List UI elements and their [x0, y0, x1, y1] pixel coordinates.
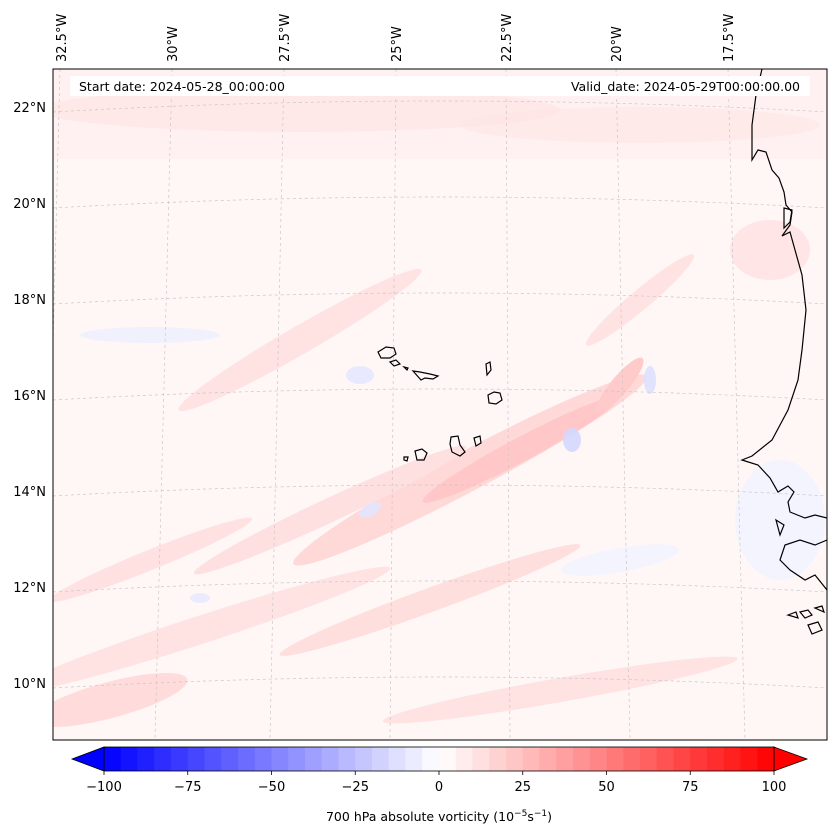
colorbar-segment — [238, 747, 256, 771]
colorbar-segment — [254, 747, 272, 771]
colorbar-segment — [388, 747, 406, 771]
colorbar-segment — [623, 747, 641, 771]
colorbar-segment — [204, 747, 222, 771]
colorbar-tick-label: −25 — [342, 780, 369, 795]
colorbar-segment — [338, 747, 356, 771]
colorbar-segment — [522, 747, 540, 771]
colorbar-segment — [723, 747, 741, 771]
map-panel: Start date: 2024-05-28_00:00:00 Valid_da… — [52, 68, 828, 741]
africa-coastline — [740, 69, 827, 519]
lon-label-25w: 25°W — [390, 26, 405, 62]
africa-coastline-south — [779, 539, 827, 591]
colorbar-segment — [154, 747, 172, 771]
colorbar-label: 700 hPa absolute vorticity (10−5s−1) — [326, 809, 552, 824]
colorbar-segment — [640, 747, 658, 771]
colorbar-segment — [439, 747, 457, 771]
colorbar-segment — [656, 747, 674, 771]
colorbar-segment — [707, 747, 725, 771]
island-boa-vista — [487, 391, 503, 405]
colorbar-segment — [171, 747, 189, 771]
colorbar-segment — [372, 747, 390, 771]
colorbar-segment — [673, 747, 691, 771]
colorbar-segment — [489, 747, 507, 771]
island-santiago — [449, 435, 466, 457]
colorbar-segments — [104, 747, 775, 771]
island-sao-nicolau — [411, 370, 440, 381]
island-fogo — [414, 448, 428, 461]
colorbar-max-extend — [773, 746, 809, 772]
lon-label-17-5w: 17.5°W — [722, 14, 737, 62]
colorbar-segment — [690, 747, 708, 771]
colorbar-ticks: −100 −75 −50 −25 0 25 50 75 100 — [86, 771, 786, 795]
colorbar-tick-label: 100 — [762, 780, 787, 795]
lat-label-14n: 14°N — [13, 485, 46, 500]
longitude-labels: 32.5°W 30°W 27.5°W 25°W 22.5°W 20°W 17.5… — [55, 14, 737, 62]
colorbar-segment — [455, 747, 473, 771]
map-frame — [52, 68, 828, 741]
lat-label-16n: 16°N — [13, 389, 46, 404]
colorbar-segment — [472, 747, 490, 771]
colorbar-segment — [221, 747, 239, 771]
colorbar-tick-label: −75 — [174, 780, 201, 795]
colorbar-segment — [556, 747, 574, 771]
colorbar-segment — [589, 747, 607, 771]
island-santo-antao — [377, 346, 397, 359]
colorbar: −100 −75 −50 −25 0 25 50 75 100 700 hPa absolute… — [70, 746, 809, 824]
start-date-text: Start date: 2024-05-28_00:00:00 — [79, 79, 285, 94]
colorbar-tick-label: 25 — [514, 780, 531, 795]
colorbar-segment — [271, 747, 289, 771]
island-sal — [485, 361, 492, 377]
lon-label-32-5w: 32.5°W — [55, 14, 70, 62]
colorbar-segment — [137, 747, 155, 771]
colorbar-tick-label: −50 — [258, 780, 285, 795]
colorbar-min-extend — [70, 746, 105, 772]
island-santa-luzia — [402, 365, 409, 372]
colorbar-segment — [573, 747, 591, 771]
lon-label-22-5w: 22.5°W — [500, 14, 515, 62]
cape-verde-islands — [377, 346, 503, 462]
colorbar-tick-label: 0 — [435, 780, 443, 795]
colorbar-tick-label: 75 — [682, 780, 699, 795]
lat-label-20n: 20°N — [13, 197, 46, 212]
colorbar-segment — [305, 747, 323, 771]
gridlines — [53, 69, 827, 740]
colorbar-segment — [288, 747, 306, 771]
lat-label-10n: 10°N — [13, 677, 46, 692]
valid-date-text: Valid_date: 2024-05-29T00:00:00.00 — [571, 79, 800, 94]
colorbar-segment — [506, 747, 524, 771]
colorbar-segment — [539, 747, 557, 771]
colorbar-segment — [757, 747, 775, 771]
island-brava — [403, 456, 409, 462]
lat-label-22n: 22°N — [13, 101, 46, 116]
bijagos-islands — [786, 605, 825, 635]
island-sao-vicente — [388, 359, 402, 367]
date-banner — [70, 76, 810, 96]
colorbar-segment — [120, 747, 138, 771]
colorbar-tick-label: −100 — [86, 780, 122, 795]
colorbar-segment — [405, 747, 423, 771]
colorbar-tick-label: 50 — [598, 780, 615, 795]
colorbar-segment — [187, 747, 205, 771]
lat-label-12n: 12°N — [13, 581, 46, 596]
colorbar-segment — [321, 747, 339, 771]
lon-label-20w: 20°W — [610, 26, 625, 62]
colorbar-segment — [422, 747, 440, 771]
colorbar-segment — [606, 747, 624, 771]
lon-label-27-5w: 27.5°W — [278, 14, 293, 62]
coastline — [740, 69, 827, 635]
lon-label-30w: 30°W — [166, 26, 181, 62]
island-maio — [473, 435, 482, 447]
colorbar-segment — [740, 747, 758, 771]
lat-label-18n: 18°N — [13, 293, 46, 308]
colorbar-segment — [355, 747, 373, 771]
coast-detail-2 — [775, 518, 785, 537]
latitude-labels: 22°N 20°N 18°N 16°N 14°N 12°N 10°N — [13, 101, 46, 692]
coast-detail — [783, 207, 793, 230]
colorbar-segment — [104, 747, 122, 771]
